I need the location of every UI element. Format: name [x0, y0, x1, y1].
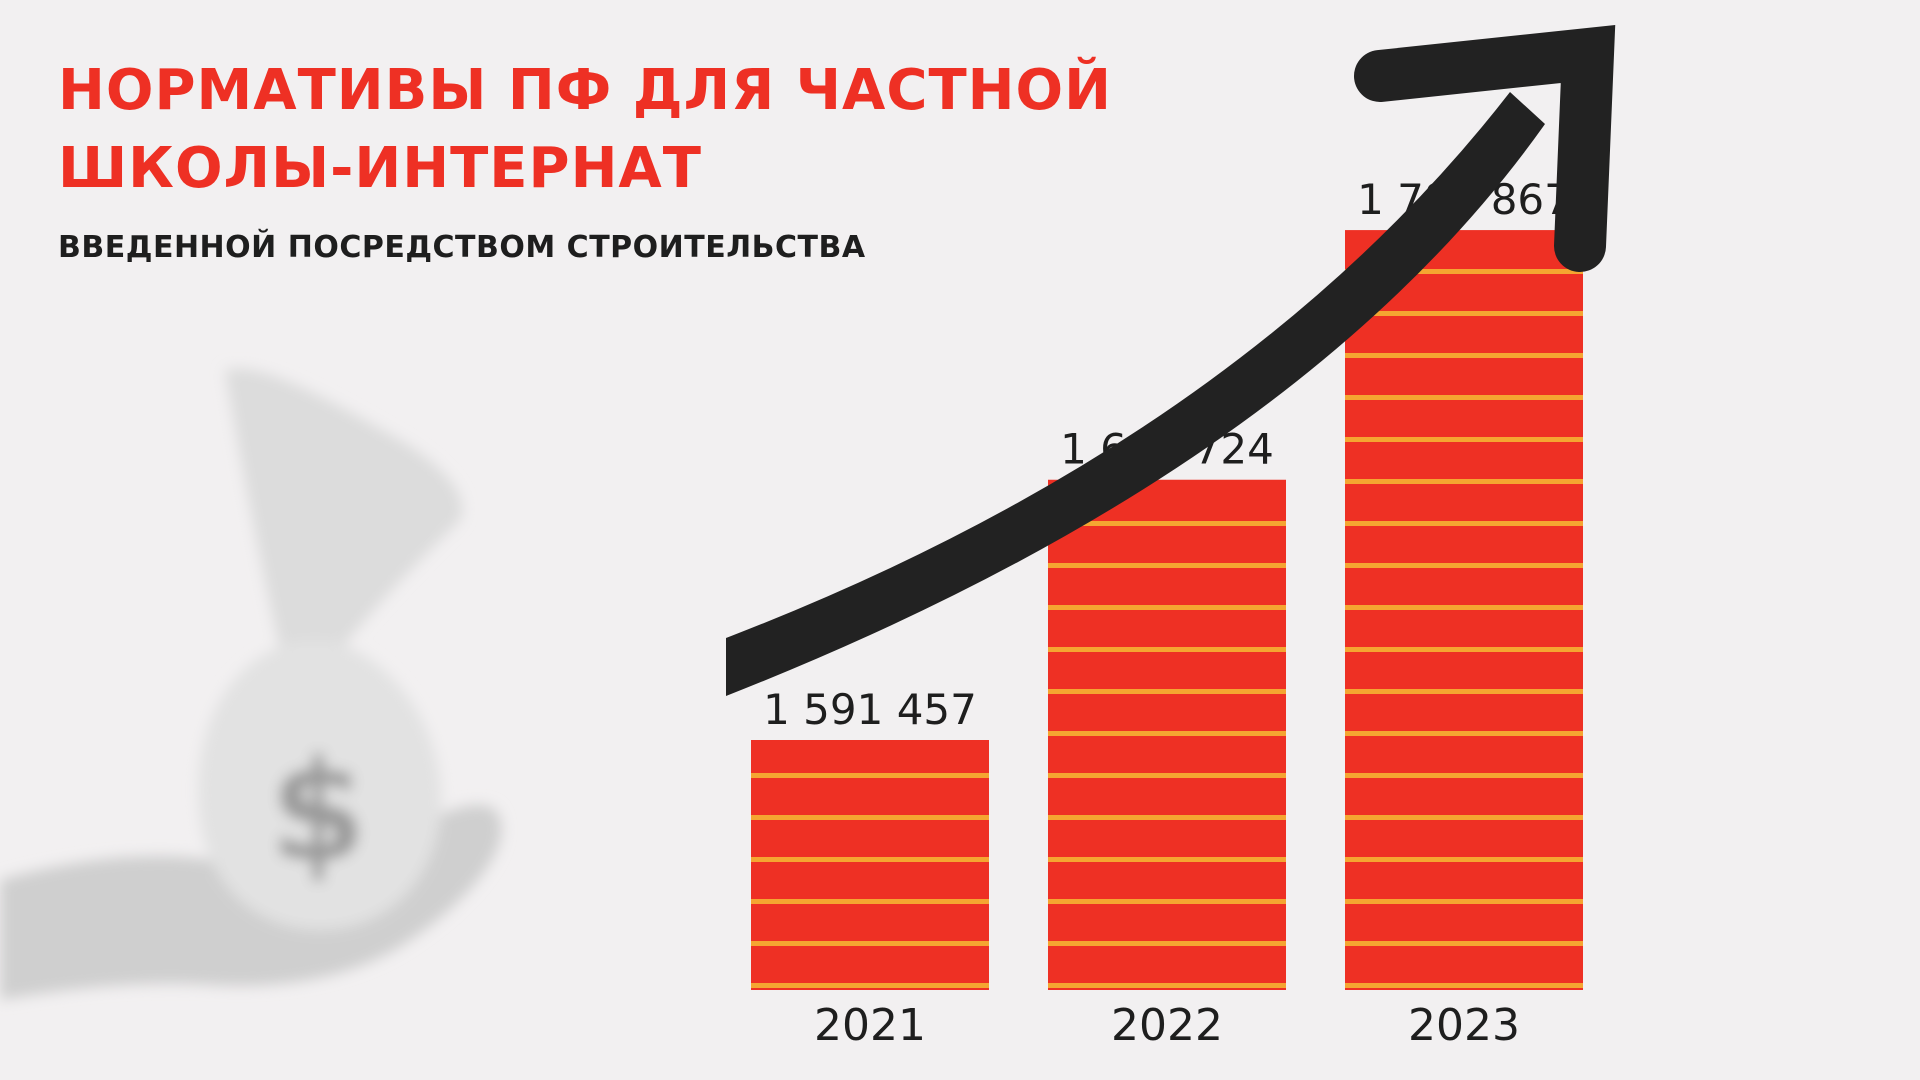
bar-stripe — [1048, 731, 1286, 736]
bar-stripe — [1048, 941, 1286, 946]
bar-stripe — [1048, 563, 1286, 568]
bar-stripe — [1345, 773, 1583, 778]
bar-stripe — [1048, 983, 1286, 988]
title-block: НОРМАТИВЫ ПФ ДЛЯ ЧАСТНОЙ ШКОЛЫ-ИНТЕРНАТ … — [58, 52, 1158, 266]
trend-arrow-shaft — [726, 92, 1545, 696]
money-bag-body — [198, 640, 442, 930]
bar-stripe — [1345, 311, 1583, 316]
bar-2021 — [751, 740, 989, 990]
bar-stripe — [1048, 521, 1286, 526]
money-bag-neck — [225, 368, 463, 650]
money-bag-illustration: $ — [0, 368, 502, 1000]
bar-stripe — [1345, 731, 1583, 736]
bar-stripe — [1048, 857, 1286, 862]
bar-stripe — [1048, 773, 1286, 778]
bar-stripe — [1345, 437, 1583, 442]
bar-stripe — [1345, 395, 1583, 400]
bar-stripe — [751, 983, 989, 988]
bar-stripe — [751, 857, 989, 862]
bar-stripe — [1345, 983, 1583, 988]
bars-layer — [751, 230, 1583, 990]
bar-rect — [751, 740, 989, 990]
bar-stripe — [1048, 605, 1286, 610]
category-label-2023: 2023 — [1408, 1000, 1520, 1051]
bar-stripe — [1345, 899, 1583, 904]
bar-stripe — [1345, 689, 1583, 694]
bar-stripe — [1345, 479, 1583, 484]
bar-2022 — [1048, 479, 1286, 990]
page-title-line-1: НОРМАТИВЫ ПФ ДЛЯ ЧАСТНОЙ — [58, 58, 1112, 123]
bar-stripe — [751, 773, 989, 778]
bar-stripe — [1048, 899, 1286, 904]
bar-stripe — [1345, 563, 1583, 568]
bar-stripe — [1345, 605, 1583, 610]
bar-stripe — [751, 941, 989, 946]
bar-stripe — [1345, 857, 1583, 862]
bar-stripe — [751, 899, 989, 904]
bar-stripe — [1345, 521, 1583, 526]
bar-rect — [1345, 230, 1583, 990]
trend-arrow-head — [1354, 24, 1616, 272]
bar-2023 — [1345, 230, 1583, 990]
page-subtitle: ВВЕДЕННОЙ ПОСРЕДСТВОМ СТРОИТЕЛЬСТВА — [58, 230, 866, 265]
value-label-2021: 1 591 457 — [763, 685, 977, 734]
bar-stripe — [1345, 941, 1583, 946]
trend-arrow — [726, 24, 1616, 696]
category-label-2022: 2022 — [1111, 1000, 1223, 1051]
bar-stripe — [1345, 815, 1583, 820]
dollar-icon: $ — [269, 731, 366, 894]
category-label-2021: 2021 — [814, 1000, 926, 1051]
bar-stripe — [1048, 647, 1286, 652]
bar-stripe — [1345, 269, 1583, 274]
page-title-line-2: ШКОЛЫ-ИНТЕРНАТ — [58, 136, 702, 201]
bar-stripe — [1048, 689, 1286, 694]
bar-stripe — [1048, 815, 1286, 820]
bar-stripe — [751, 815, 989, 820]
bar-stripe — [1345, 647, 1583, 652]
bar-stripe — [1345, 353, 1583, 358]
